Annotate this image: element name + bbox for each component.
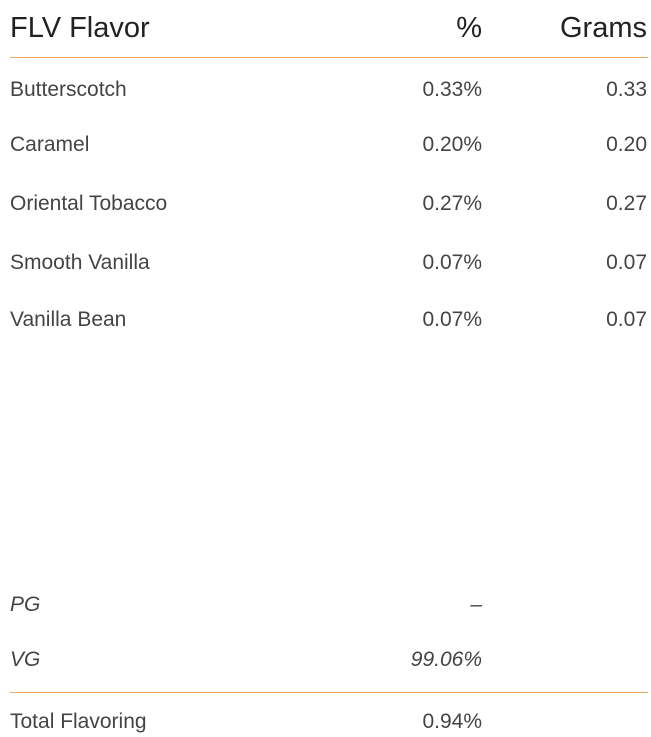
base-percent: – [470, 593, 482, 616]
total-percent: 0.94% [422, 710, 482, 733]
flavor-grams: 0.20 [606, 133, 647, 156]
flavor-grams: 0.07 [606, 308, 647, 331]
base-name: VG [10, 648, 41, 671]
flavor-name: Smooth Vanilla [10, 251, 150, 274]
total-label: Total Flavoring [10, 710, 147, 733]
flavor-percent: 0.20% [422, 133, 482, 156]
flavor-name: Caramel [10, 133, 90, 156]
flavor-percent: 0.07% [422, 251, 482, 274]
flavor-percent: 0.27% [422, 192, 482, 215]
total-rule [10, 692, 648, 693]
flavor-grams: 0.27 [606, 192, 647, 215]
flavor-percent: 0.07% [422, 308, 482, 331]
header-name: FLV Flavor [10, 12, 150, 44]
header-percent: % [456, 12, 482, 44]
flavor-name: Vanilla Bean [10, 308, 127, 331]
header-grams: Grams [560, 12, 647, 44]
header-rule [10, 57, 648, 58]
flavor-percent: 0.33% [422, 78, 482, 101]
flavor-name: Butterscotch [10, 78, 127, 101]
flavor-grams: 0.07 [606, 251, 647, 274]
flavor-grams: 0.33 [606, 78, 647, 101]
flavor-name: Oriental Tobacco [10, 192, 168, 215]
base-percent: 99.06% [410, 648, 482, 671]
base-name: PG [10, 593, 41, 616]
